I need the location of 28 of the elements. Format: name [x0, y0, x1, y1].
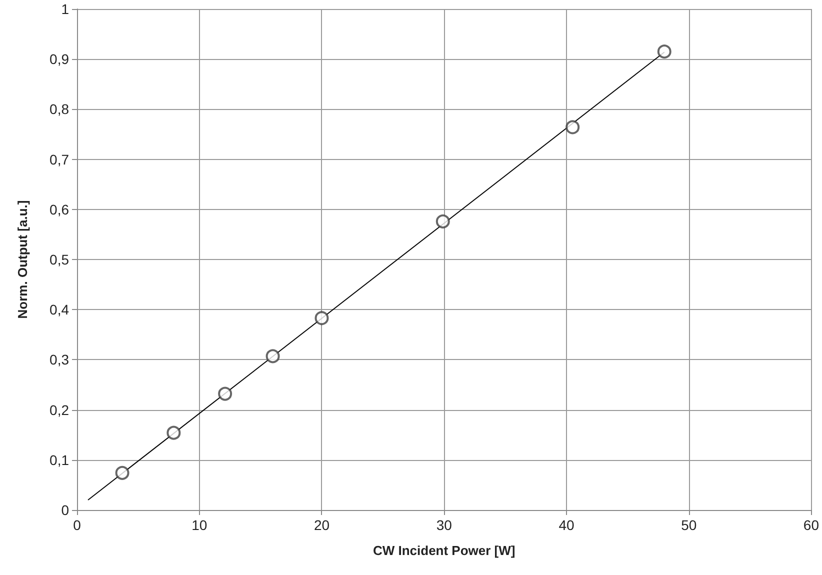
point [436, 214, 450, 228]
point [218, 386, 232, 401]
y-axis-title: Norm. Output [a.u.] [15, 200, 30, 319]
y-tick-label: 0,7 [50, 151, 70, 168]
x-tick-label: 10 [192, 517, 208, 533]
y-tick-label: 0 [61, 502, 70, 518]
x-tick-label: 20 [314, 517, 330, 533]
point [314, 311, 329, 326]
y-tick-label: 0,2 [50, 402, 70, 418]
x-tick-label: 0 [73, 517, 82, 533]
y-tick-label: 0,5 [50, 252, 70, 268]
x-tick-label: 30 [436, 517, 452, 533]
y-tick-label: 0,9 [50, 51, 70, 68]
point [266, 349, 280, 364]
y-tick-label: 0,8 [50, 101, 70, 118]
y-tick-label: 0,4 [50, 302, 70, 318]
point [166, 426, 181, 440]
point [657, 44, 672, 59]
y-tick-label: 0,6 [50, 201, 70, 218]
point [566, 120, 580, 134]
y-tick-label: 0,1 [50, 452, 70, 468]
x-tick-label: 50 [681, 517, 697, 533]
x-tick-label: 40 [558, 517, 574, 533]
x-axis-title: CW Incident Power [W] [372, 543, 516, 558]
y-tick-label: 1 [61, 1, 70, 17]
y-tick-label: 0,3 [50, 352, 70, 368]
x-tick-label: 60 [803, 517, 820, 533]
point [115, 466, 130, 480]
